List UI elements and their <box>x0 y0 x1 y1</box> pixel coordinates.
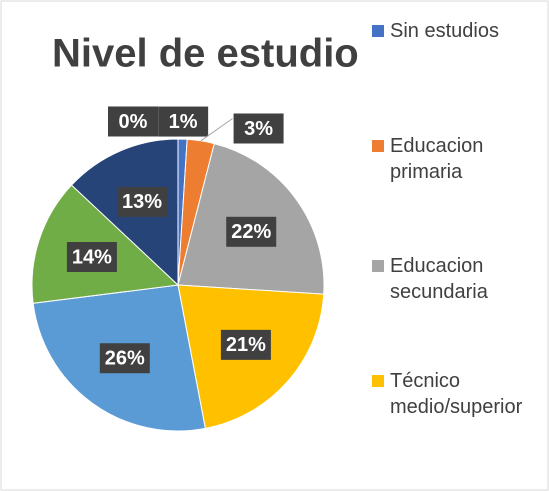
data-label: 26% <box>99 343 150 374</box>
legend-swatch <box>372 140 384 152</box>
label-box <box>66 242 117 273</box>
data-label: 1% <box>158 106 209 137</box>
legend-item: Educacion secundaria <box>372 253 549 305</box>
legend-label: Técnico medio/superior <box>390 370 523 418</box>
label-text: 13% <box>122 191 162 213</box>
label-box <box>117 186 168 217</box>
label-text: 3% <box>244 118 273 140</box>
legend-swatch <box>372 260 384 272</box>
leader-line <box>200 118 233 142</box>
legend-item: Técnico medio/superior <box>372 368 549 420</box>
data-label: 14% <box>66 242 117 273</box>
legend-label: Educacion secundaria <box>390 255 488 303</box>
label-box <box>108 106 158 137</box>
legend-item: Educacion primaria <box>372 133 549 185</box>
data-label: 21% <box>220 329 271 360</box>
label-box <box>233 113 284 144</box>
legend-swatch <box>372 25 384 37</box>
label-text: 1% <box>169 111 198 133</box>
data-label: 0% <box>108 106 158 137</box>
legend-label: Educacion primaria <box>390 135 484 183</box>
data-label: 22% <box>226 216 277 247</box>
chart-title: Nivel de estudio <box>52 32 359 76</box>
legend-label: Sin estudios <box>390 20 499 42</box>
label-text: 14% <box>72 246 112 268</box>
data-label: 13% <box>117 186 168 217</box>
legend-swatch <box>372 375 384 387</box>
label-text: 21% <box>226 334 266 356</box>
label-box <box>158 106 209 137</box>
data-label: 3% <box>233 113 284 144</box>
label-box <box>99 343 150 374</box>
label-box <box>220 329 271 360</box>
label-text: 22% <box>231 221 271 243</box>
label-text: 0% <box>119 111 148 133</box>
label-text: 26% <box>105 348 145 370</box>
label-box <box>226 216 277 247</box>
legend-item: Sin estudios <box>372 18 549 44</box>
